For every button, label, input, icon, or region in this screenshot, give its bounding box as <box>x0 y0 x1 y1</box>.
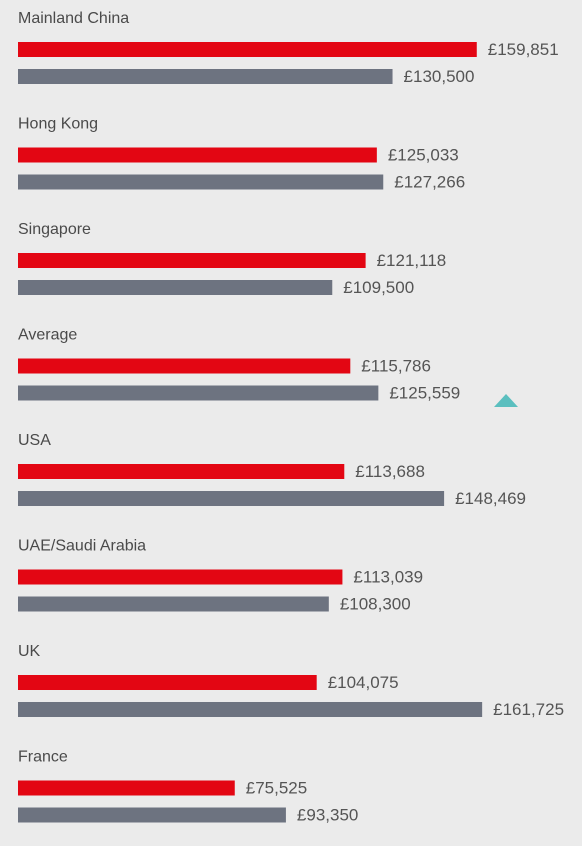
highlight-triangle <box>494 394 518 407</box>
value-label: £108,300 <box>340 594 411 613</box>
value-label: £125,033 <box>388 145 459 164</box>
value-label: £75,525 <box>246 778 307 797</box>
bar <box>18 702 483 717</box>
bar <box>18 174 384 190</box>
bar <box>18 464 345 479</box>
value-label: £130,500 <box>404 67 475 86</box>
bar <box>18 385 379 401</box>
bar <box>18 69 393 84</box>
value-label: £113,039 <box>353 567 423 586</box>
bar <box>18 491 445 506</box>
category-label: UK <box>18 643 41 660</box>
bar <box>18 253 366 268</box>
bar <box>18 280 333 295</box>
bar <box>18 569 343 585</box>
value-label: £104,075 <box>328 673 399 692</box>
value-label: £109,500 <box>343 278 414 297</box>
value-label: £113,688 <box>355 462 425 481</box>
category-label: Hong Kong <box>18 116 98 133</box>
value-label: £127,266 <box>394 172 465 191</box>
category-label: USA <box>18 432 51 449</box>
bar <box>18 147 377 163</box>
value-label: £148,469 <box>455 489 526 508</box>
category-label: Singapore <box>18 221 91 238</box>
category-label: Mainland China <box>18 10 129 27</box>
value-label: £115,786 <box>361 356 431 375</box>
value-label: £125,559 <box>389 383 460 402</box>
bar <box>18 807 286 823</box>
bar <box>18 780 235 796</box>
bar <box>18 358 351 374</box>
category-label: France <box>18 749 68 766</box>
value-label: £121,118 <box>377 251 447 270</box>
bar <box>18 675 317 690</box>
category-label: Average <box>18 327 77 344</box>
value-label: £159,851 <box>488 40 559 59</box>
value-label: £161,725 <box>493 700 564 719</box>
bar <box>18 596 329 612</box>
category-label: UAE/Saudi Arabia <box>18 538 146 555</box>
bar <box>18 42 477 57</box>
value-label: £93,350 <box>297 805 358 824</box>
